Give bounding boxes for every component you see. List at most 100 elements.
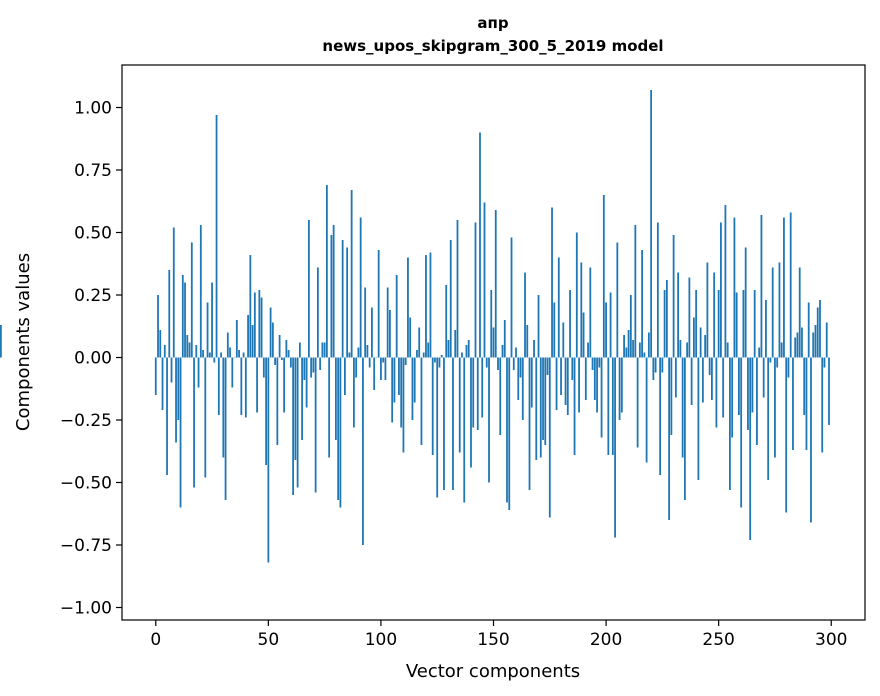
bar-component-266 [753, 290, 756, 358]
bar-component-99 [377, 250, 380, 358]
bar-component-37 [238, 350, 240, 358]
bar-component-297 [823, 357, 826, 368]
bar-component-204 [614, 357, 616, 538]
bar-component-265 [751, 357, 754, 413]
y-tick-label: −0.50 [60, 474, 112, 494]
bar-component-299 [828, 357, 830, 425]
bar-component-18 [195, 345, 198, 358]
bar-component-160 [515, 347, 517, 358]
bar-component-212 [632, 340, 634, 358]
bar-component-272 [767, 357, 770, 480]
bar-component-289 [805, 357, 808, 450]
bar-component-126 [438, 357, 441, 368]
bar-component-253 [724, 205, 727, 358]
bar-component-118 [420, 357, 423, 445]
bar-component-43 [251, 325, 254, 358]
bar-component-206 [618, 357, 621, 420]
bar-component-152 [497, 357, 499, 370]
bar-component-262 [744, 247, 747, 358]
bar-component-240 [695, 290, 698, 358]
bar-component-68 [307, 220, 310, 358]
bar-component-280 [785, 357, 788, 513]
bar-component-33 [229, 347, 231, 358]
bar-component-31 [224, 357, 227, 500]
bar-component-271 [765, 300, 767, 358]
bar-component-70 [312, 357, 315, 373]
bar-component-101 [382, 357, 385, 363]
bar-component-246 [708, 357, 711, 375]
bar-component-73 [319, 357, 322, 370]
bar-component-261 [742, 290, 745, 358]
y-tick-label: −1.00 [60, 599, 112, 619]
bar-component-44 [253, 292, 256, 358]
bar-component-115 [413, 357, 416, 403]
bar-component-23 [206, 302, 209, 358]
bar-component-132 [452, 357, 454, 490]
bar-component-151 [494, 210, 497, 358]
bar-component-26 [213, 357, 216, 363]
bar-component-80 [334, 357, 337, 440]
bar-component-91 [359, 217, 362, 358]
bar-component-241 [697, 357, 700, 480]
bar-component-287 [801, 327, 803, 358]
bar-component-125 [436, 357, 439, 498]
bar-component-158 [510, 237, 513, 358]
bar-component-133 [454, 330, 457, 358]
bar-component-273 [769, 357, 772, 363]
bar-component-149 [490, 290, 493, 358]
bar-component-197 [598, 357, 601, 368]
bar-component-95 [368, 357, 371, 368]
x-tick-label: 50 [258, 630, 280, 650]
bar-component-54 [276, 357, 279, 445]
bar-component-12 [181, 275, 184, 358]
bar-component-105 [391, 357, 394, 423]
y-tick-label: 0.50 [74, 224, 112, 244]
bar-component-258 [735, 292, 738, 358]
bar-component-119 [422, 352, 425, 358]
bar-component-223 [656, 222, 659, 358]
bar-component-1 [157, 295, 159, 358]
bar-component-144 [479, 132, 481, 358]
bar-component-278 [780, 342, 783, 358]
bar-component-110 [402, 357, 405, 453]
x-tick-label: 0 [150, 630, 161, 650]
bar-component-207 [620, 357, 623, 413]
bar-component-96 [371, 307, 373, 358]
bar-component-142 [474, 222, 477, 358]
bar-component-32 [226, 332, 229, 358]
bar-component-84 [344, 357, 346, 395]
bar-component-233 [679, 340, 682, 358]
bar-component-85 [346, 247, 349, 358]
bar-component-171 [539, 357, 542, 458]
bar-component-74 [321, 342, 324, 358]
x-tick-label: 250 [702, 630, 734, 650]
bar-component-222 [654, 357, 657, 373]
bar-component-69 [310, 357, 313, 378]
bar-component-81 [337, 357, 340, 500]
bar-component-76 [325, 185, 328, 358]
bar-component-189 [580, 262, 583, 358]
bar-component-156 [506, 357, 508, 503]
bar-component-155 [503, 320, 506, 358]
bar-component-153 [499, 357, 502, 435]
bar-component-157 [508, 357, 511, 510]
bar-component-214 [636, 357, 639, 448]
bar-component-19 [197, 357, 200, 388]
bar-component-88 [353, 357, 355, 428]
chart-title-line-1: апр [477, 14, 508, 32]
bar-component-29 [220, 352, 222, 358]
bar-component-16 [190, 242, 193, 358]
bar-component-47 [260, 297, 263, 358]
bar-component-257 [733, 217, 736, 358]
bar-component-170 [537, 295, 540, 358]
bar-component-239 [692, 317, 695, 358]
bar-component-159 [512, 357, 515, 370]
bar-component-275 [774, 357, 776, 458]
bar-component-147 [485, 357, 488, 368]
bar-component-150 [492, 327, 495, 358]
bar-component-235 [683, 357, 686, 500]
y-axis: −1.00 −0.75 −0.50 −0.25 0.00 0.25 0.50 0.75 1.00 [60, 99, 122, 619]
bar-component-135 [458, 357, 461, 453]
bar-component-179 [557, 257, 560, 358]
bar-component-192 [587, 342, 589, 358]
